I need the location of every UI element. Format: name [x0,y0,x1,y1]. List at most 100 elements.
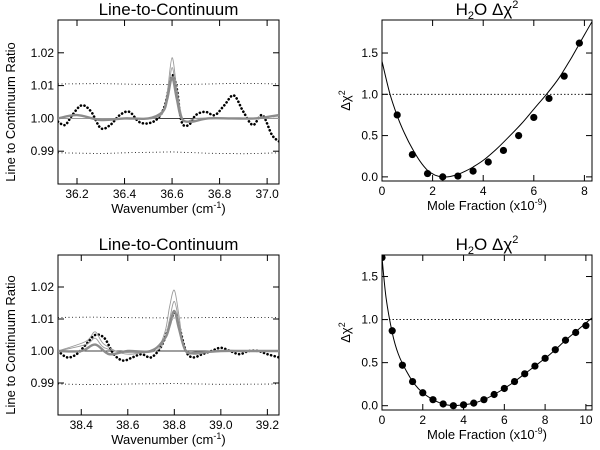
y-tick-label: 0.99 [31,376,55,390]
data-point [408,150,416,159]
y-label-text: Δχ [338,327,353,343]
data-point [582,322,590,330]
x-tick-label: 39.0 [209,418,233,432]
chart-title: Line-to-Continuum [99,235,239,254]
y-tick-label: 0.99 [31,144,55,158]
x-tick-label: 8 [581,184,588,198]
y-tick-label: 1.0 [361,313,378,327]
data-point [560,72,568,80]
y-tick-label: 1.0 [361,87,378,101]
chart-title: H2O Δχ2 [456,0,519,22]
title-text: H [456,0,468,19]
x-label-end: ) [221,201,225,216]
x-label-superscript: -1 [213,431,221,441]
x-label-superscript: -9 [535,426,543,436]
chart-bottom-left: 38.4 38.6 38.8 39.0 39.2 0.99 1.00 1.01 1.02 Line… [3,235,280,447]
noise-bound-upper [58,316,279,319]
x-tick-label: 4 [460,413,467,427]
x-axis-label: Wavenumber (cm-1) [111,431,225,447]
x-tick-label: 36.2 [65,187,89,201]
y-tick-label: 0.0 [361,399,378,413]
data-point [423,169,432,178]
x-label-text: Wavenumber (cm [111,201,213,216]
x-label-superscript: -9 [535,197,543,207]
y-tick-label: 0.5 [361,129,378,143]
data-point [515,131,523,140]
series-model-3 [58,309,279,356]
x-label-end: ) [221,432,225,447]
title-text: H [456,235,468,254]
data-point [484,158,492,166]
chart-top-left: 36.2 36.4 36.6 36.8 37.0 0.99 1.00 1.01 1.02 Line… [3,0,280,216]
x-label-text: Mole Fraction (x10 [427,427,535,442]
plot-area [382,255,592,410]
y-tick-label: 1.00 [31,344,55,358]
x-tick-label: 39.2 [256,418,280,432]
title-text-mid: O Δχ [474,235,512,254]
x-tick-label: 36.6 [160,187,184,201]
noise-bound-upper [58,82,279,86]
x-label-end: ) [543,198,547,213]
y-axis-label: Line to Continuum Ratio [3,42,18,181]
x-tick-label: 2 [419,413,426,427]
x-tick-label: 36.4 [113,187,137,201]
x-tick-label: 6 [501,413,508,427]
y-axis-label: Δχ2 [337,322,353,343]
data-point [469,167,477,175]
data-point [499,146,508,155]
series-observed [58,311,279,362]
title-subscript: 2 [468,10,474,22]
plot-frame [57,19,280,185]
title-text: Line-to-Continuum [99,0,239,19]
plot-area [58,289,279,386]
y-tick-label: 1.5 [361,270,378,284]
data-point [382,255,386,262]
x-axis-label: Mole Fraction (x10-9) [427,426,547,442]
x-tick-label: 10 [579,413,593,427]
x-tick-label: 36.8 [208,187,232,201]
y-tick-label: 1.5 [361,46,378,60]
y-label-text: Δχ [338,95,353,111]
plot-area [382,21,592,181]
y-tick-label: 1.02 [31,280,55,294]
data-point [530,113,538,122]
plot-frame [381,254,593,411]
x-axis-label: Mole Fraction (x10-9) [427,197,547,213]
y-tick-label: 1.01 [31,312,55,326]
title-text-mid: O Δχ [474,0,512,19]
x-label-end: ) [543,427,547,442]
y-label-superscript: 2 [337,322,347,327]
series-observed [58,73,279,143]
x-tick-label: 37.0 [255,187,279,201]
noise-bound-lower [58,151,279,155]
title-text: Line-to-Continuum [99,235,239,254]
data-point [545,94,553,103]
y-label-text: Line to Continuum Ratio [3,42,18,181]
x-tick-label: 4 [480,184,487,198]
x-tick-label: 6 [530,184,537,198]
y-tick-label: 1.02 [31,46,55,60]
x-label-superscript: -1 [213,200,221,210]
x-label-text: Mole Fraction (x10 [427,198,535,213]
y-tick-label: 0.0 [361,170,378,184]
x-tick-label: 38.6 [116,418,140,432]
title-superscript: 2 [512,234,518,246]
y-label-text: Line to Continuum Ratio [3,275,18,414]
y-tick-label: 0.5 [361,356,378,370]
y-tick-label: 1.00 [31,111,55,125]
y-tick-label: 1.01 [31,79,55,93]
plot-frame [57,254,280,416]
x-tick-label: 0 [379,184,386,198]
plot-area [58,57,279,155]
y-label-superscript: 2 [337,90,347,95]
data-point [454,172,462,180]
x-tick-label: 38.8 [163,418,187,432]
x-label-text: Wavenumber (cm [111,432,213,447]
y-axis-label: Δχ2 [337,90,353,111]
chart-title: Line-to-Continuum [99,0,239,19]
x-tick-label: 2 [429,184,436,198]
x-tick-label: 8 [542,413,549,427]
